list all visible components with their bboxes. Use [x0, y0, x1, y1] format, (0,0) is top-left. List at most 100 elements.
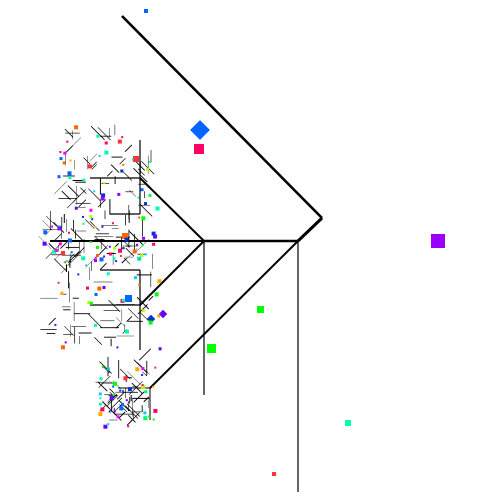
leaf-node [61, 251, 66, 255]
fine-edge [138, 348, 151, 361]
fine-edge [131, 382, 143, 395]
fine-edge [115, 317, 126, 327]
leaf-node [77, 273, 80, 276]
leaf-node [154, 292, 159, 297]
leaf-node [82, 222, 85, 225]
fine-edge [54, 252, 62, 260]
fine-edge [118, 411, 126, 419]
leaf-node [70, 251, 73, 254]
fine-edge [126, 419, 133, 426]
edge-root-down [149, 240, 299, 389]
leaf-node [112, 381, 117, 386]
fine-edge [125, 247, 135, 257]
fine-edge [60, 240, 69, 249]
leaf-node [99, 397, 102, 400]
leaf-node [148, 320, 153, 325]
fine-edge [48, 317, 57, 326]
leaf-node [100, 407, 105, 412]
fine-edge [48, 243, 57, 251]
leaf-node [42, 241, 47, 246]
fine-edge [64, 326, 74, 336]
leaf-node [63, 151, 67, 155]
leaf-node [152, 418, 155, 421]
leaf-node [107, 367, 110, 371]
fine-edge [139, 311, 149, 321]
leaf-node [152, 385, 154, 388]
leaf-node [121, 298, 125, 302]
fine-edge [90, 161, 97, 168]
leaf-node [98, 412, 103, 416]
fine-edge [129, 189, 137, 197]
fine-edge [148, 295, 154, 301]
node-green-2 [207, 344, 216, 353]
fine-edge [97, 381, 108, 392]
leaf-node [63, 261, 66, 264]
edge-trunk-lower [296, 216, 324, 243]
edge-trunk-upper [121, 15, 323, 219]
fine-edge [124, 241, 130, 248]
leaf-node [93, 190, 96, 193]
leaf-node [103, 424, 108, 429]
fine-edge [110, 164, 120, 173]
leaf-node [127, 387, 132, 392]
leaf-node [100, 196, 105, 201]
node-green-1 [257, 306, 264, 313]
fine-edge [124, 144, 133, 153]
fine-edge [53, 232, 63, 242]
leaf-node [94, 256, 97, 259]
leaf-node [64, 341, 67, 344]
fine-edge [121, 257, 127, 264]
fine-edge [133, 359, 148, 374]
fine-edge [66, 197, 78, 209]
leaf-node [112, 385, 115, 388]
fine-edge [128, 230, 144, 246]
leaf-node [43, 230, 48, 235]
leaf-node [96, 253, 99, 257]
leaf-node [102, 286, 106, 289]
leaf-node [104, 141, 108, 145]
leaf-node [144, 202, 147, 206]
fine-edge [74, 247, 85, 258]
fine-edge [122, 170, 133, 181]
leaf-node [60, 291, 64, 295]
fine-edge [127, 371, 141, 385]
fine-edge [89, 153, 98, 161]
leaf-node [82, 215, 84, 218]
leaf-node [152, 242, 156, 246]
leaf-node [137, 196, 140, 199]
fine-edge [133, 167, 148, 183]
fine-edge [46, 215, 57, 227]
fine-edge [83, 157, 91, 165]
fine-edge [90, 125, 105, 141]
leaf-node [95, 246, 99, 249]
fine-edge [80, 187, 87, 194]
leaf-node [98, 392, 102, 396]
fine-edge [118, 399, 130, 412]
fine-edge [102, 401, 109, 409]
fine-edge [87, 313, 102, 328]
leaf-node [106, 272, 110, 276]
fine-edge [139, 203, 153, 217]
leaf-node [118, 248, 123, 253]
edge-hub-up [139, 177, 205, 242]
leaf-node [151, 231, 156, 236]
leaf-node [108, 245, 111, 248]
leaf-node [157, 279, 162, 284]
leaf-node [57, 226, 62, 231]
fine-edge [94, 235, 108, 250]
leaf-node [141, 216, 146, 221]
fine-edge [91, 164, 97, 170]
fine-edge [106, 395, 119, 407]
leaf-node [103, 255, 106, 258]
leaf-node [96, 134, 100, 138]
fine-edge [142, 371, 147, 377]
fine-edge [88, 188, 101, 201]
leaf-node [94, 323, 98, 327]
node-pink [194, 144, 204, 154]
leaf-node [99, 377, 103, 381]
leaf-node [104, 150, 109, 155]
leaf-node [125, 399, 128, 402]
leaf-node [141, 383, 144, 386]
fine-edge [67, 185, 80, 197]
